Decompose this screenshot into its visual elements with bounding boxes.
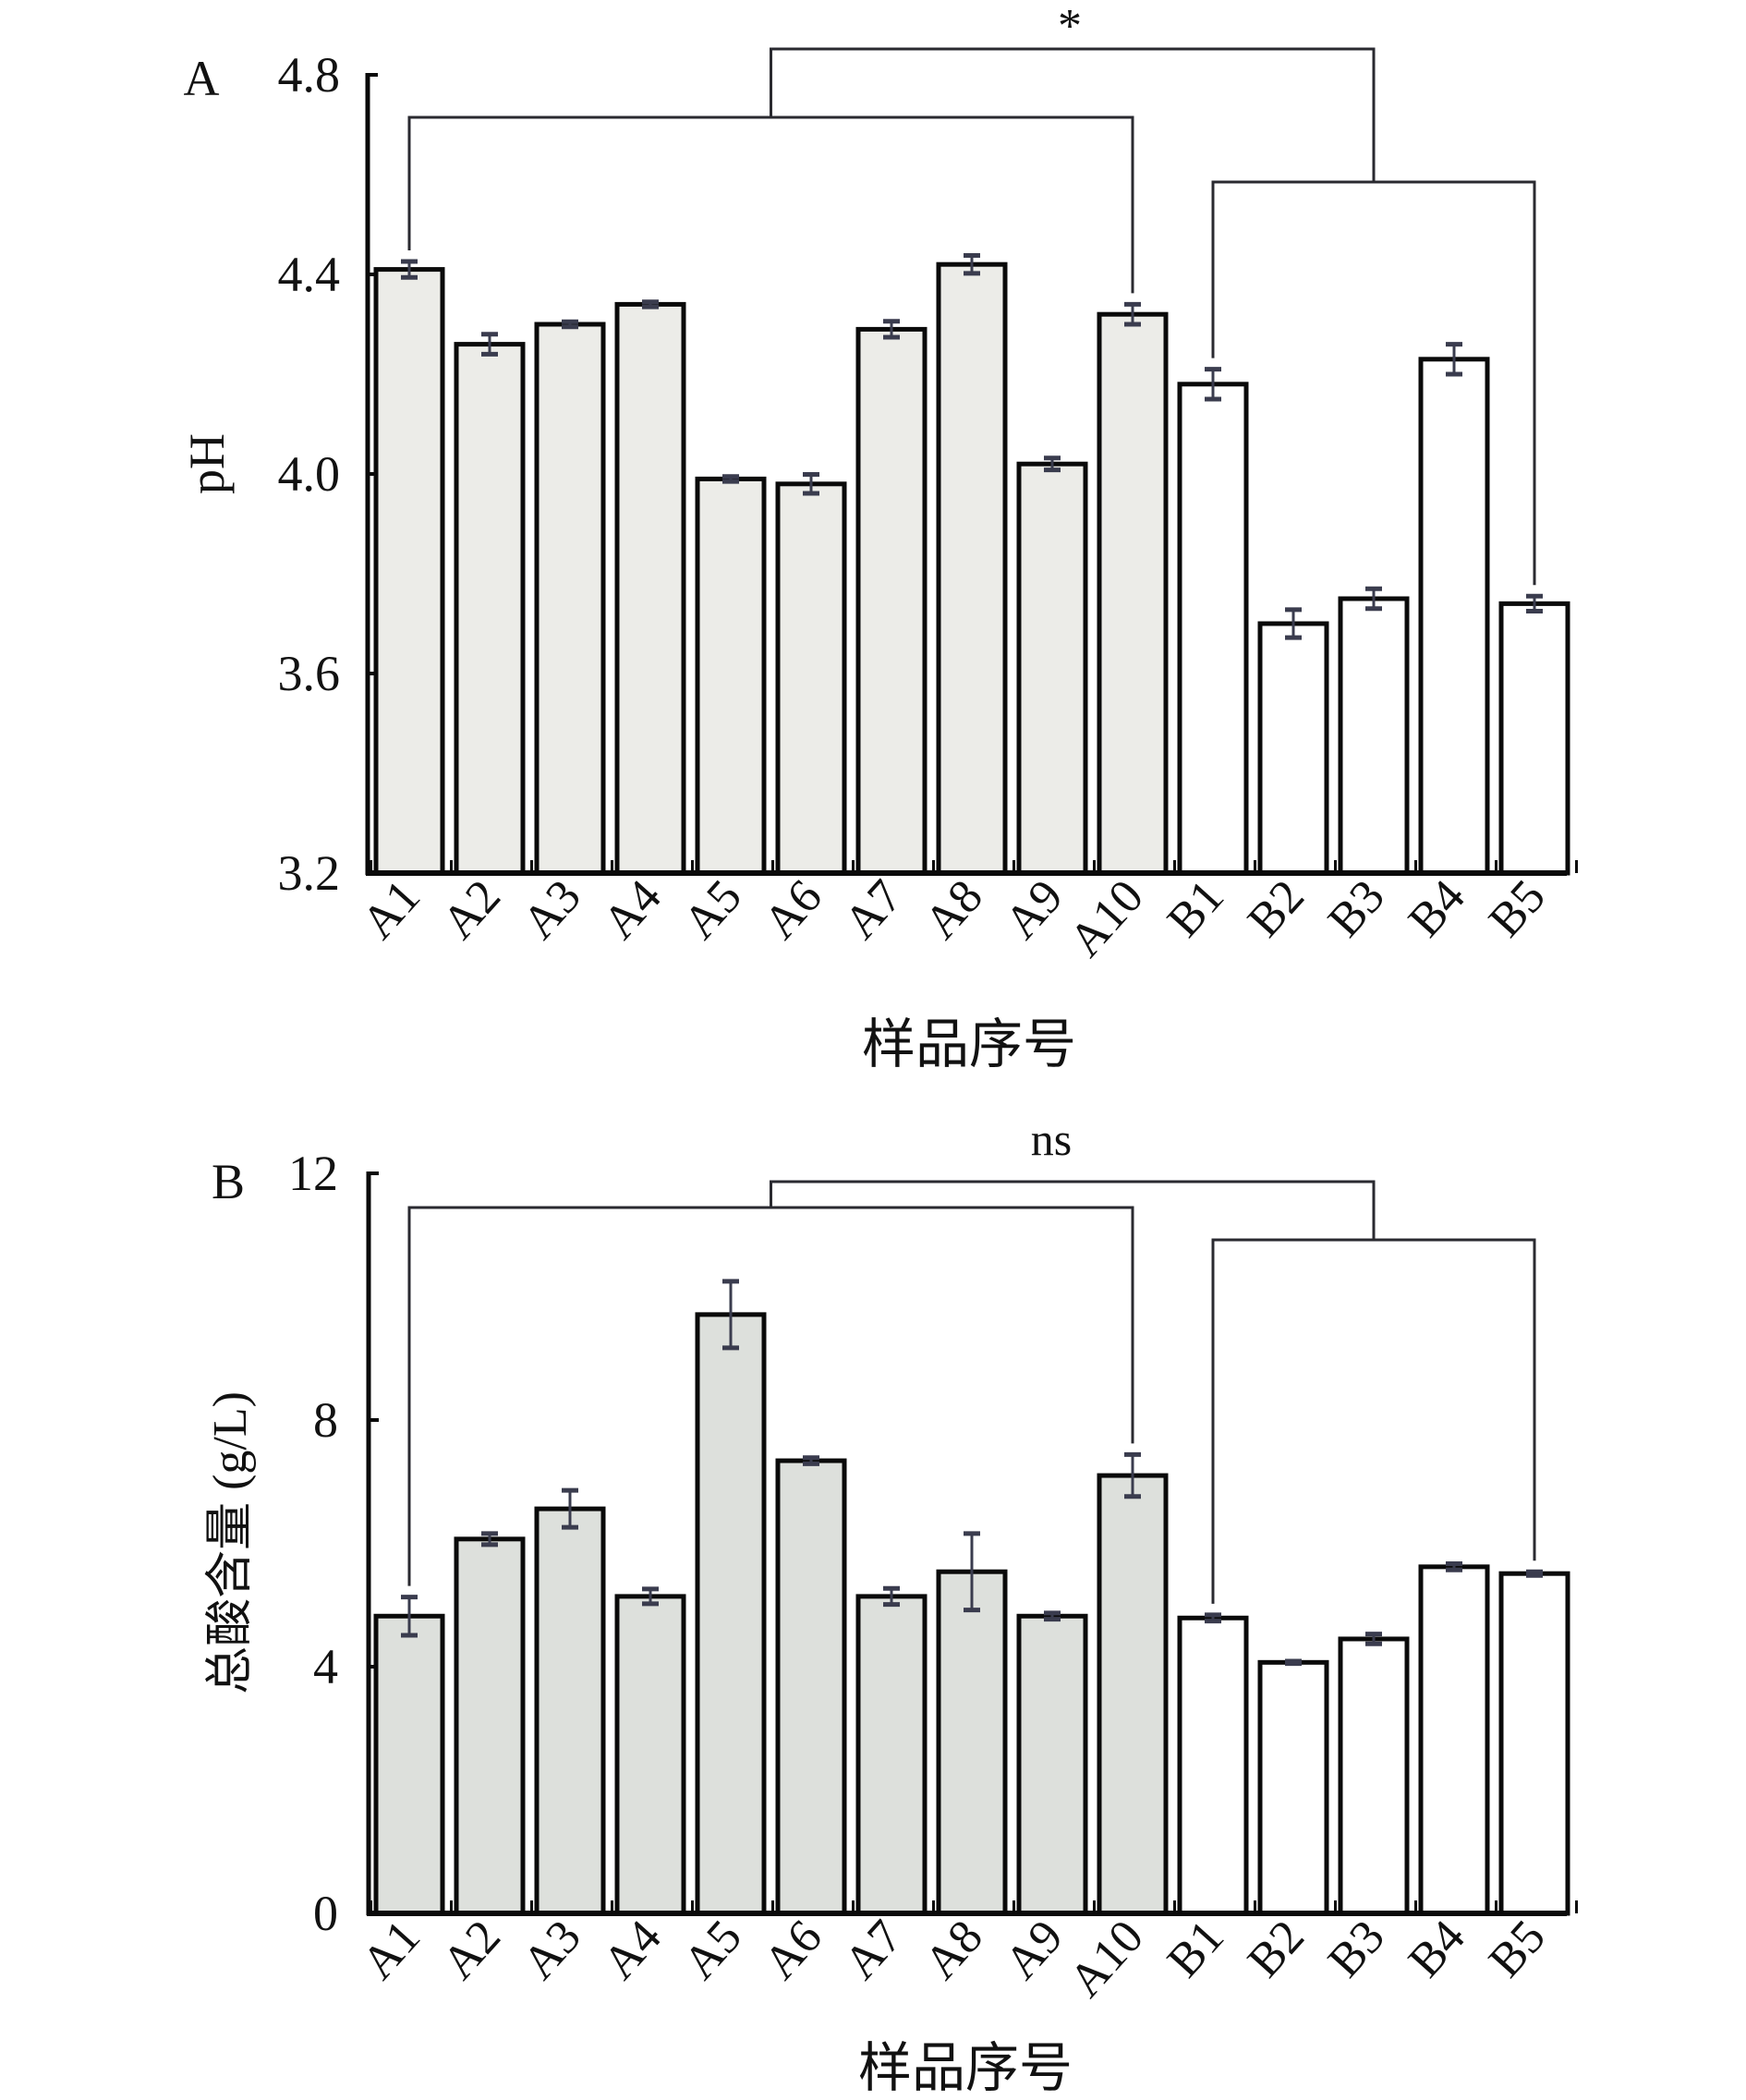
panel-b-x-tick-label: B4 bbox=[1399, 1911, 1475, 1987]
panel-b-x-tick-label: A2 bbox=[432, 1911, 511, 1989]
panel-b-y-tick-label: 8 bbox=[313, 1392, 338, 1448]
panel-b-bar-A5 bbox=[695, 1312, 767, 1916]
panel-b-bar-B1 bbox=[1177, 1615, 1249, 1916]
panel-b-label: B bbox=[212, 1154, 245, 1209]
panel-b-bar-A2 bbox=[454, 1536, 526, 1916]
panel-b-significance-label: ns bbox=[1031, 1113, 1072, 1165]
panel-a-x-tick-label: A8 bbox=[915, 870, 993, 949]
panel-a-x-tick-label: A3 bbox=[513, 870, 591, 949]
panel-b-x-tick-label: A4 bbox=[593, 1911, 672, 1989]
panel-a-bar-A4 bbox=[614, 301, 686, 876]
panel-a-bar-B2 bbox=[1257, 621, 1329, 876]
panel-b-bar-A10 bbox=[1097, 1473, 1169, 1916]
panel-b-bar-B4 bbox=[1418, 1564, 1490, 1916]
panel-b-x-axis-title: 样品序号 bbox=[858, 2038, 1073, 2098]
panel-a-bar-B4 bbox=[1418, 357, 1490, 876]
panel-b-x-tick-label: B1 bbox=[1158, 1911, 1234, 1987]
panel-a-y-tick-label: 4.4 bbox=[278, 247, 341, 302]
panel-a-x-tick-label: A1 bbox=[352, 870, 430, 949]
panel-b-bracket-group-a bbox=[407, 1206, 1134, 1586]
panel-b-y-tick-label: 12 bbox=[288, 1146, 338, 1201]
panel-a-bar-A3 bbox=[534, 322, 606, 876]
panel-a-x-tick-label: B2 bbox=[1238, 870, 1315, 947]
panel-a-y-tick-label: 4.0 bbox=[278, 446, 341, 502]
panel-a-ph-chart: A pH 样品序号 * 3.2 3.6 4.0 4.4 4.8 A1 A2 A3 A4 A5 A6… bbox=[179, 0, 1578, 1074]
panel-a-bar-A5 bbox=[695, 476, 767, 876]
panel-a-x-tick-label: A2 bbox=[432, 870, 511, 949]
panel-a-bar-B3 bbox=[1338, 596, 1410, 876]
panel-b-bar-B3 bbox=[1338, 1636, 1410, 1916]
panel-b-bar-B5 bbox=[1498, 1571, 1570, 1916]
panel-a-bar-A9 bbox=[1016, 461, 1088, 876]
panel-b-x-tick-label: A5 bbox=[673, 1911, 752, 1989]
panel-a-x-tick-label: A9 bbox=[995, 870, 1073, 949]
panel-b-bar-A3 bbox=[534, 1506, 606, 1916]
panel-a-x-tick-label: A5 bbox=[673, 870, 752, 949]
panel-b-bar-A9 bbox=[1016, 1613, 1088, 1916]
panel-b-bar-A8 bbox=[936, 1569, 1008, 1916]
panel-a-bracket-comparison bbox=[770, 47, 1376, 182]
panel-b-x-tick-label: A7 bbox=[834, 1911, 913, 1989]
panel-b-bar-A4 bbox=[614, 1594, 686, 1916]
panel-a-y-tick-label: 4.8 bbox=[278, 47, 341, 103]
panel-b-x-tick-label: B5 bbox=[1479, 1911, 1556, 1987]
panel-a-bar-B1 bbox=[1177, 382, 1249, 876]
panel-b-x-tick-label: B2 bbox=[1238, 1911, 1315, 1987]
panel-b-y-tick-label: 0 bbox=[313, 1886, 338, 1941]
panel-a-bar-A6 bbox=[775, 481, 847, 876]
panel-b-x-tick-label: A6 bbox=[754, 1911, 832, 1989]
panel-a-y-tick-label: 3.6 bbox=[278, 646, 341, 701]
panel-a-bar-A7 bbox=[855, 326, 928, 876]
panel-a-x-tick-label: B4 bbox=[1399, 870, 1475, 947]
panel-b-y-tick-label: 4 bbox=[313, 1639, 338, 1694]
panel-b-x-tick-label: B3 bbox=[1318, 1911, 1395, 1987]
panel-a-significance-label: * bbox=[1058, 0, 1082, 53]
panel-a-x-axis-title: 样品序号 bbox=[862, 1014, 1076, 1074]
panel-b-bar-A1 bbox=[373, 1613, 445, 1916]
panel-a-x-tick-label: A6 bbox=[754, 870, 832, 949]
panel-a-bar-A1 bbox=[373, 267, 445, 876]
panel-b-y-axis-title: 总酸含量 (g/L) bbox=[204, 1391, 257, 1694]
panel-a-label: A bbox=[184, 51, 220, 106]
panel-a-x-tick-label: B5 bbox=[1479, 870, 1556, 947]
panel-a-x-tick-label: A4 bbox=[593, 870, 672, 949]
panel-b-x-tick-label: A8 bbox=[915, 1911, 993, 1989]
panel-a-bar-A2 bbox=[454, 342, 526, 876]
panel-b-bracket-comparison bbox=[770, 1180, 1376, 1240]
panel-b-x-tick-label: A9 bbox=[995, 1911, 1073, 1989]
panel-b-x-tick-label: A3 bbox=[513, 1911, 591, 1989]
panel-a-x-tick-label: A7 bbox=[834, 870, 913, 949]
panel-b-bar-A6 bbox=[775, 1458, 847, 1916]
panel-b-bracket-group-b bbox=[1211, 1238, 1536, 1604]
panel-a-bar-B5 bbox=[1498, 601, 1570, 876]
panel-a-y-axis-title: pH bbox=[179, 433, 235, 494]
panel-a-x-tick-label: B3 bbox=[1318, 870, 1395, 947]
panel-b-x-tick-label: A1 bbox=[352, 1911, 430, 1989]
panel-a-x-tick-label: A10 bbox=[1060, 870, 1154, 967]
panel-b-bar-A7 bbox=[855, 1594, 928, 1916]
panel-a-bracket-group-a bbox=[407, 115, 1134, 294]
panel-b-x-tick-label: A10 bbox=[1060, 1911, 1154, 2008]
panel-a-bar-A10 bbox=[1097, 311, 1169, 876]
panel-a-x-tick-label: B1 bbox=[1158, 870, 1234, 947]
panel-b-bar-B2 bbox=[1257, 1659, 1329, 1916]
panel-a-y-tick-label: 3.2 bbox=[278, 845, 341, 901]
panel-a-bar-A8 bbox=[936, 261, 1008, 876]
